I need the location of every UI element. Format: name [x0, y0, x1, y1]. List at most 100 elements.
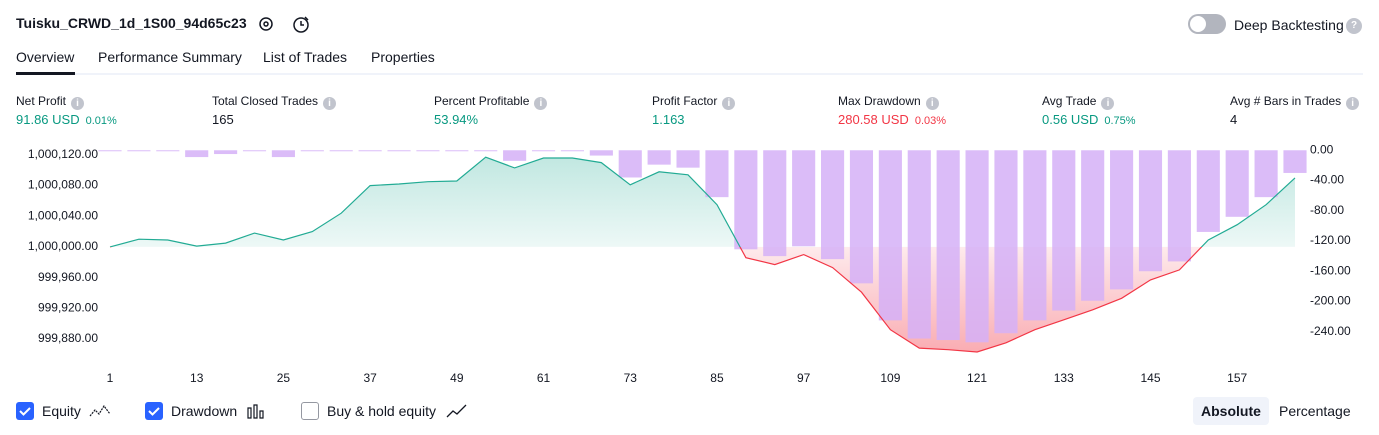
- drawdown-bar: [1023, 150, 1047, 321]
- tab-divider: [16, 73, 1363, 75]
- y-tick-label: 999,960.00: [38, 270, 98, 284]
- drawdown-bar: [589, 150, 613, 156]
- x-tick-label: 109: [880, 371, 900, 385]
- y2-tick-label: -120.00: [1310, 233, 1351, 247]
- settings-icon[interactable]: [256, 14, 276, 34]
- equity-line: [109, 156, 1296, 353]
- metric-value: 53.94%: [434, 112, 479, 127]
- drawdown-bar: [994, 150, 1018, 334]
- metric-value: 0.56 USD 0.75%: [1042, 112, 1136, 127]
- drawdown-bar: [127, 150, 151, 152]
- y2-tick-label: -160.00: [1310, 263, 1351, 277]
- tab[interactable]: Overview: [16, 49, 75, 65]
- legend-label: Equity: [42, 403, 81, 419]
- drawdown-bar: [271, 150, 295, 158]
- tab[interactable]: Properties: [371, 49, 435, 65]
- metric-label: Total Closed Trades i: [212, 94, 337, 110]
- drawdown-icon: [247, 404, 264, 419]
- x-tick-label: 157: [1227, 371, 1247, 385]
- drawdown-checkbox[interactable]: [145, 402, 163, 420]
- drawdown-bar: [878, 150, 902, 321]
- metric-value: 165: [212, 112, 234, 127]
- metric-label: Avg Trade i: [1042, 94, 1115, 110]
- drawdown-bar: [907, 150, 931, 339]
- drawdown-bar: [1167, 150, 1191, 262]
- drawdown-bar: [763, 150, 787, 257]
- buy-hold-checkbox[interactable]: [301, 402, 319, 420]
- alert-icon[interactable]: [290, 13, 312, 35]
- y-tick-label: 999,920.00: [38, 300, 98, 314]
- drawdown-bar: [242, 150, 267, 152]
- drawdown-bar: [156, 150, 180, 152]
- x-tick-label: 1: [107, 371, 114, 385]
- drawdown-bar: [705, 150, 729, 198]
- equity-checkbox[interactable]: [16, 402, 34, 420]
- drawdown-bar: [531, 150, 556, 152]
- drawdown-bar: [1225, 150, 1249, 217]
- x-tick-label: 97: [797, 371, 811, 385]
- x-tick-label: 25: [277, 371, 291, 385]
- x-tick-label: 145: [1140, 371, 1160, 385]
- x-tick-label: 37: [363, 371, 377, 385]
- metric-label: Profit Factor i: [652, 94, 736, 110]
- drawdown-bar: [734, 150, 758, 250]
- percentage-button[interactable]: Percentage: [1279, 403, 1351, 419]
- metric-value: 4: [1230, 112, 1238, 127]
- drawdown-bar: [965, 150, 989, 343]
- toggle-label: Deep Backtesting: [1234, 17, 1344, 33]
- metric-value: 280.58 USD 0.03%: [838, 112, 947, 127]
- drawdown-bar: [358, 150, 382, 152]
- drawdown-bar: [300, 150, 324, 152]
- deep-backtesting-toggle[interactable]: [1188, 14, 1226, 34]
- drawdown-bar: [936, 150, 960, 341]
- drawdown-bar: [329, 150, 353, 152]
- drawdown-bar: [387, 150, 411, 152]
- drawdown-bar: [1081, 150, 1105, 301]
- tab[interactable]: List of Trades: [263, 49, 348, 65]
- x-tick-label: 49: [450, 371, 464, 385]
- y2-tick-label: -80.00: [1310, 203, 1344, 217]
- drawdown-bar: [618, 150, 642, 178]
- y-tick-label: 1,000,120.00: [28, 147, 98, 161]
- metric-label: Net Profit i: [16, 94, 85, 110]
- y-tick-label: 1,000,040.00: [28, 208, 98, 222]
- drawdown-bar: [1110, 150, 1134, 290]
- metric-value: 91.86 USD 0.01%: [16, 112, 117, 127]
- drawdown-bar: [445, 150, 469, 152]
- drawdown-bar: [647, 150, 671, 165]
- y2-tick-label: -40.00: [1310, 173, 1344, 187]
- absolute-button[interactable]: Absolute: [1193, 397, 1269, 425]
- drawdown-bar: [821, 150, 845, 260]
- drawdown-bar: [503, 150, 527, 161]
- equity-icon: [89, 404, 111, 417]
- help-icon[interactable]: ?: [1346, 18, 1362, 34]
- drawdown-bar: [849, 150, 874, 284]
- y2-tick-label: -200.00: [1310, 294, 1351, 308]
- tab[interactable]: Performance Summary: [98, 49, 242, 65]
- tab-indicator: [16, 72, 75, 75]
- drawdown-bar: [792, 150, 816, 247]
- y2-tick-label: -240.00: [1310, 324, 1351, 338]
- drawdown-bar: [185, 150, 209, 158]
- y-tick-label: 1,000,000.00: [28, 239, 98, 253]
- y-tick-label: 999,880.00: [38, 331, 98, 345]
- drawdown-bar: [676, 150, 700, 168]
- strategy-title: Tuisku_CRWD_1d_1S00_94d65c23: [16, 15, 247, 31]
- x-tick-label: 73: [624, 371, 638, 385]
- drawdown-bar: [1283, 150, 1307, 173]
- drawdown-bar: [1052, 150, 1076, 311]
- x-tick-label: 121: [967, 371, 987, 385]
- drawdown-bar: [416, 150, 440, 152]
- drawdown-bar: [1138, 150, 1163, 272]
- metric-label: Max Drawdown i: [838, 94, 939, 110]
- drawdown-bar: [560, 150, 584, 152]
- drawdown-bar: [474, 150, 498, 152]
- equity-chart: 1,000,120.00 1,000,080.00 1,000,040.00 1,00…: [28, 142, 1351, 385]
- drawdown-bar: [1196, 150, 1220, 232]
- legend-label: Drawdown: [171, 403, 238, 419]
- buy-hold-icon: [446, 404, 467, 418]
- legend-label: Buy & hold equity: [327, 403, 436, 419]
- drawdown-bar: [214, 150, 238, 155]
- metric-label: Percent Profitable i: [434, 94, 548, 110]
